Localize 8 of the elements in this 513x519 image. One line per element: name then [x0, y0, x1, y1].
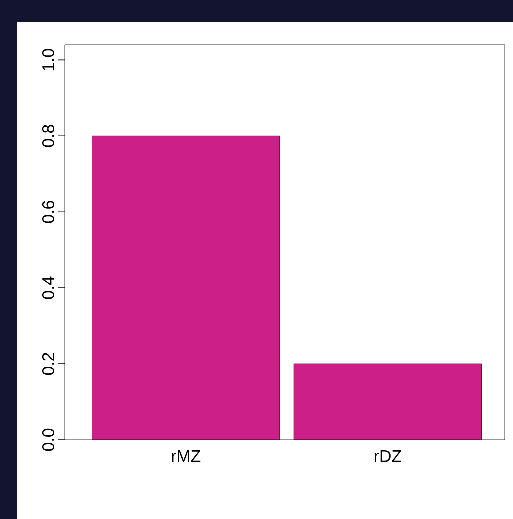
x-tick-label: rMZ: [172, 450, 201, 462]
y-tick-label: 0.8: [42, 125, 54, 148]
x-tick-label: rDZ: [374, 450, 402, 462]
y-tick-label: 0.0: [42, 428, 54, 452]
y-tick-label: 0.2: [42, 353, 54, 376]
y-tick-label: 0.4: [42, 276, 54, 300]
y-tick-label: 0.6: [42, 201, 54, 224]
y-tick-label: 1.0: [42, 49, 54, 71]
